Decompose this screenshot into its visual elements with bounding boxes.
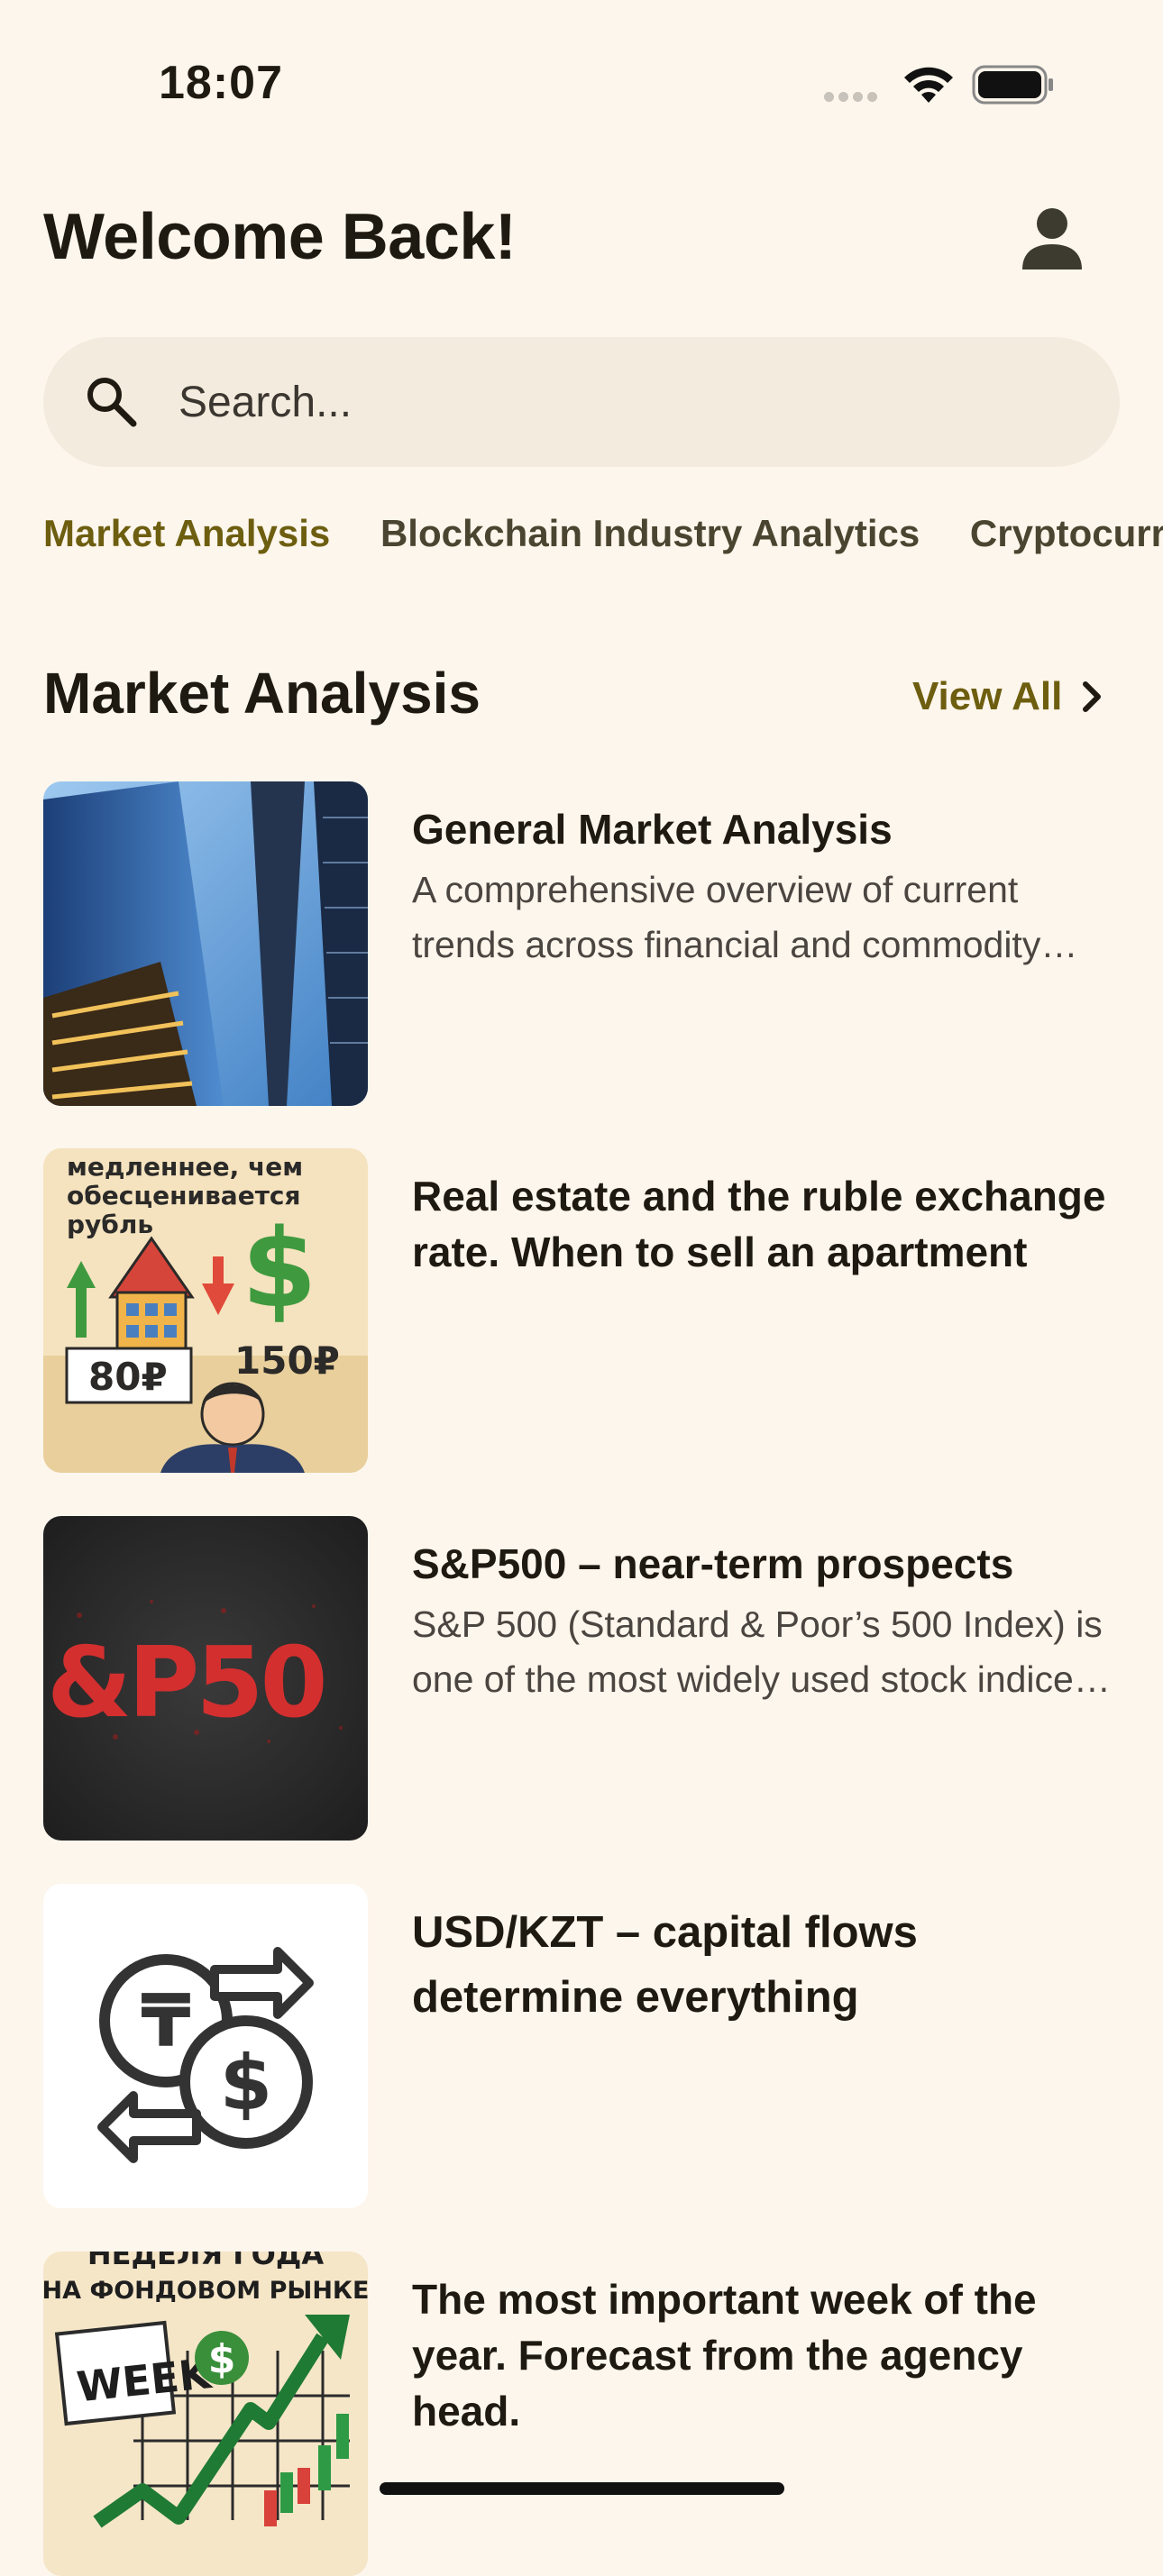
thumb-price-150: 150₽ (234, 1338, 340, 1383)
person-icon (1022, 208, 1082, 269)
tab-blockchain-industry-analytics[interactable]: Blockchain Industry Analytics (380, 512, 920, 554)
svg-text:$: $ (242, 1207, 317, 1332)
signal-dots-icon (824, 90, 884, 102)
article-title: The most important week of the year. For… (412, 2276, 1037, 2434)
thumb-week-dollar: $ (208, 2336, 236, 2382)
category-tabs: Market Analysis Blockchain Industry Anal… (43, 512, 1163, 555)
chevron-right-icon (1083, 681, 1102, 712)
thumb-sp500-text: &P50 (47, 1627, 325, 1740)
article-title: General Market Analysis (412, 806, 893, 853)
search-bar[interactable] (43, 337, 1120, 467)
thumb-caption-3: рубль (67, 1210, 153, 1239)
battery-icon (972, 65, 1053, 105)
status-time: 18:07 (159, 57, 283, 109)
article-description: S&P 500 (Standard & Poor’s 500 Index) is… (412, 1603, 1103, 1700)
real-estate-ruble-image: медленнее, чем обесценивается рубль $ 80… (43, 1148, 368, 1473)
home-indicator[interactable] (380, 2482, 784, 2495)
skyscrapers-image (43, 781, 368, 1106)
page-title: Welcome Back! (43, 201, 517, 273)
week-chart-image: НЕДЕЛЯ ГОДА НА ФОНДОВОМ РЫНКЕ WEEK $ (43, 2252, 368, 2576)
thumb-tenge-text: ₸ (141, 1979, 191, 2063)
article-description: A comprehensive overview of current tren… (412, 869, 1041, 965)
list-item[interactable]: медленнее, чем обесценивается рубль $ 80… (43, 1148, 1120, 1473)
article-title: USD/KZT – capital flows determine everyt… (412, 1908, 918, 2022)
list-item[interactable]: &P50 S&P500 – near-term prospects S&P 50… (43, 1516, 1120, 1841)
status-bar: 18:07 (0, 0, 1163, 171)
profile-button[interactable] (1010, 196, 1094, 281)
article-title: Real estate and the ruble exchange rate.… (412, 1173, 1106, 1275)
list-item[interactable]: ₸ $ USD/KZT – capital flows determine ev… (43, 1884, 1120, 2208)
thumb-caption-1: медленнее, чем (67, 1152, 303, 1182)
thumb-caption-2: обесценивается (67, 1181, 301, 1210)
tab-cryptocurrency[interactable]: Cryptocurrency (969, 512, 1163, 554)
view-all-label: View All (912, 674, 1063, 718)
thumb-week-caption-2: НА ФОНДОВОМ РЫНКЕ (43, 2277, 368, 2305)
wifi-icon (904, 67, 953, 103)
list-item[interactable]: НЕДЕЛЯ ГОДА НА ФОНДОВОМ РЫНКЕ WEEK $ (43, 2252, 1120, 2576)
tab-market-analysis[interactable]: Market Analysis (43, 512, 331, 554)
list-item[interactable]: General Market Analysis A comprehensive … (43, 781, 1120, 1106)
section-title: Market Analysis (43, 661, 481, 726)
thumb-dollar-text: $ (220, 2039, 272, 2127)
currency-exchange-image: ₸ $ (43, 1884, 368, 2208)
sp500-image: &P50 (43, 1516, 368, 1841)
search-input[interactable] (179, 377, 990, 427)
thumb-price-80: 80₽ (88, 1355, 168, 1399)
search-icon (87, 378, 137, 427)
thumb-week-caption-1: НЕДЕЛЯ ГОДА (87, 2252, 324, 2271)
article-title: S&P500 – near-term prospects (412, 1540, 1014, 1587)
view-all-button[interactable]: View All (912, 674, 1103, 719)
